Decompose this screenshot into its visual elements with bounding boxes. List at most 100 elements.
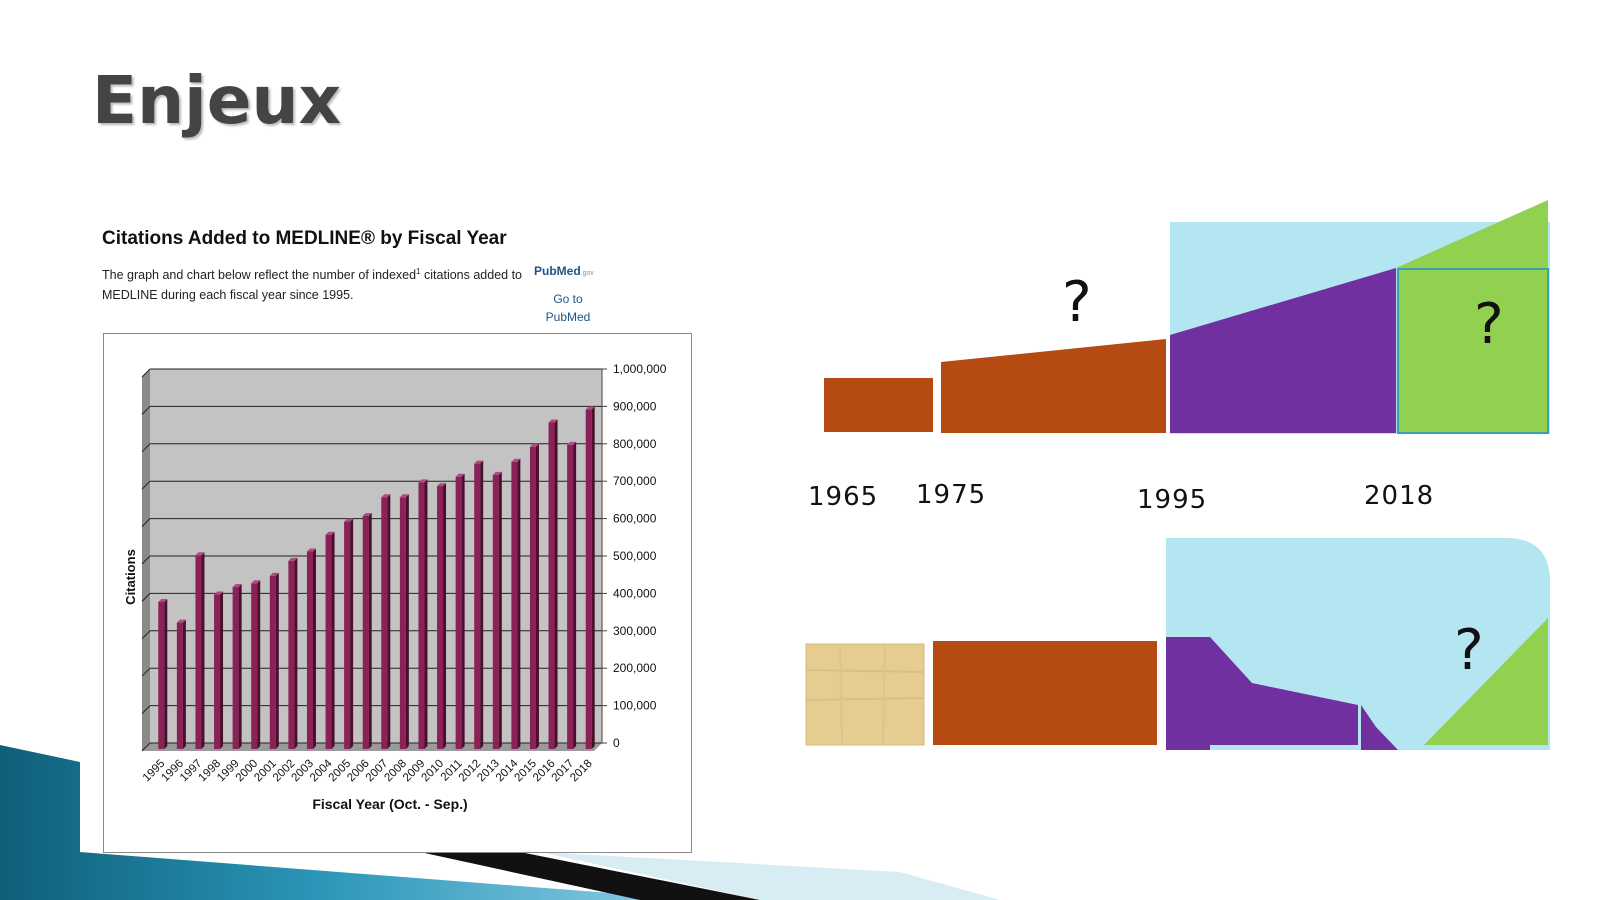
bar-side	[424, 479, 428, 749]
bar-top	[269, 572, 279, 576]
gridline-side	[141, 406, 151, 415]
bar	[492, 474, 499, 749]
y-tick-label: 400,000	[613, 586, 657, 600]
pubmed-logo-text: PubMed	[534, 264, 581, 278]
bar-side	[405, 494, 409, 749]
bar-top	[455, 473, 465, 477]
question-mark-1975: ?	[1062, 270, 1092, 335]
gridline-side	[141, 443, 151, 453]
footnote-marker[interactable]: 1	[416, 267, 421, 276]
bar	[325, 534, 332, 749]
bar	[399, 497, 406, 749]
bar-top	[529, 443, 539, 447]
bar-side	[294, 557, 298, 749]
bar	[567, 444, 574, 749]
bar	[214, 594, 221, 749]
bar-side	[164, 599, 168, 749]
bar	[418, 482, 425, 749]
bar-side	[461, 473, 465, 749]
bar-top	[214, 591, 224, 595]
future-wedge-bottom	[1424, 618, 1548, 745]
bar-top	[418, 479, 428, 483]
y-axis-label: Citations	[123, 549, 138, 605]
digital-tail-block	[1361, 705, 1398, 750]
bar-top	[306, 548, 316, 552]
pubmed-logo[interactable]: PubMed.gov	[534, 264, 614, 278]
pubmed-logo-suffix: .gov	[580, 270, 594, 277]
gridline-side	[141, 368, 151, 378]
desc-text-1: The graph and chart below reflect the nu…	[102, 268, 417, 283]
bar	[195, 555, 202, 749]
bar	[455, 476, 462, 749]
y-tick-label: 900,000	[613, 399, 657, 413]
print-block-bottom	[933, 641, 1157, 745]
bar-top	[344, 518, 354, 522]
bar	[344, 521, 351, 749]
bar-side	[498, 471, 502, 749]
question-mark-future-bottom: ?	[1454, 618, 1484, 683]
desc-text-2: citations added to MEDLINE during each f…	[102, 268, 523, 303]
future-wedge-top	[1396, 200, 1548, 268]
papyrus-fiber-1	[805, 669, 925, 673]
bar-top	[195, 552, 205, 556]
papyrus-fiber-3	[839, 643, 843, 746]
y-tick-label: 300,000	[613, 624, 657, 638]
bar-side	[350, 518, 354, 749]
link-line-2: PubMed	[545, 310, 591, 324]
bar-side	[275, 572, 279, 749]
bar-side	[480, 460, 484, 749]
bar	[437, 486, 444, 749]
block-1965	[824, 378, 933, 432]
y-tick-label: 0	[613, 736, 620, 750]
bar-side	[331, 531, 335, 749]
go-to-pubmed-link[interactable]: Go to PubMed	[538, 290, 598, 326]
bar-side	[312, 548, 316, 749]
y-tick-label: 600,000	[613, 512, 657, 526]
bar-side	[387, 494, 391, 749]
bar-top	[548, 419, 558, 423]
bar-top	[325, 531, 335, 535]
bar	[232, 587, 239, 749]
bar	[381, 497, 388, 749]
chart-svg: 0 100,000 200,000 300,000 400,000 500,000 600,…	[123, 362, 667, 812]
papyrus-fiber-4	[882, 643, 886, 746]
y-tick-label: 700,000	[613, 474, 657, 488]
bar	[306, 551, 313, 749]
bar	[288, 560, 295, 749]
question-mark-future-top: ?	[1474, 292, 1504, 357]
bar-top	[437, 483, 447, 487]
bar-top	[158, 599, 168, 603]
gridline-side	[141, 555, 151, 565]
papyrus-fiber-2	[805, 697, 925, 701]
bar-top	[232, 584, 242, 588]
gridline-side	[141, 480, 151, 490]
block-1995	[1170, 268, 1396, 433]
bar-top	[492, 471, 502, 475]
slide-title: Enjeux	[92, 62, 342, 139]
timeline-label-1995: 1995	[1137, 485, 1208, 515]
bar-top	[567, 441, 577, 445]
bar-side	[443, 483, 447, 749]
gridline-side	[141, 705, 151, 714]
bar	[362, 515, 369, 749]
bar	[158, 602, 165, 749]
y-tick-label: 500,000	[613, 549, 657, 563]
medline-description: The graph and chart below reflect the nu…	[102, 262, 532, 305]
bar-top	[362, 512, 372, 516]
bar	[176, 622, 183, 749]
y-tick-label: 200,000	[613, 661, 657, 675]
bar-top	[585, 406, 595, 410]
block-1975	[941, 339, 1166, 433]
timeline-label-2018: 2018	[1364, 481, 1435, 511]
link-line-1: Go to	[553, 292, 583, 306]
bar-side	[554, 419, 558, 749]
bar-side	[201, 552, 205, 749]
x-axis-label: Fiscal Year (Oct. - Sep.)	[312, 796, 467, 812]
y-tick-label: 100,000	[613, 699, 657, 713]
digital-decline-block	[1166, 637, 1358, 750]
y-tick-label: 800,000	[613, 437, 657, 451]
bar	[585, 409, 592, 749]
bar-top	[288, 557, 298, 561]
bar-side	[368, 512, 372, 749]
